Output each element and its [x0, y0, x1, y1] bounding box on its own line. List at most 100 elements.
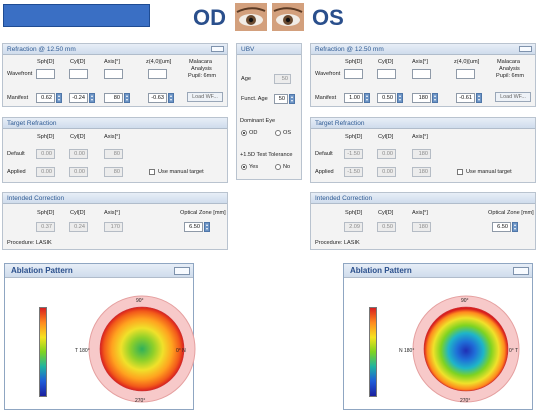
- od-refraction-menu-button[interactable]: [211, 46, 224, 52]
- os-pupil: Pupil: 6mm: [496, 73, 524, 79]
- os-target-panel: Target Refraction Sph[D] Cyl[D] Axis[°] …: [310, 117, 536, 183]
- od-procedure-label: Procedure: LASIK: [7, 240, 52, 246]
- od-target-col-axis: Axis[°]: [104, 134, 120, 140]
- od-eye-image: [235, 3, 267, 31]
- os-manifest-cyl[interactable]: 0.50: [377, 93, 396, 103]
- os-target-col-cyl: Cyl[D]: [378, 134, 394, 140]
- od-correction-col-sph: Sph[D]: [37, 210, 55, 216]
- od-manifest-z40[interactable]: -0.63: [148, 93, 167, 103]
- od-manifest-cyl[interactable]: -0.24: [69, 93, 88, 103]
- os-manifest-axis-spinner[interactable]: [432, 93, 438, 103]
- od-color-scale-bar: [39, 307, 47, 397]
- ubv-dominant-os-radio[interactable]: [275, 130, 281, 136]
- os-axis-bottom: 270°: [460, 398, 471, 404]
- os-wavefront-sph[interactable]: [344, 69, 363, 79]
- os-col-sph: Sph[D]: [345, 59, 363, 65]
- od-target-default-cyl: 0.00: [69, 149, 88, 159]
- os-manual-target-label: Use manual target: [466, 169, 512, 175]
- os-optical-zone-field[interactable]: 6.50: [492, 222, 511, 232]
- ubv-tolerance-no-label: No: [283, 164, 291, 170]
- os-malacara: Malacara: [497, 59, 521, 65]
- od-wavefront-label: Wavefront: [7, 71, 33, 77]
- od-manifest-axis-spinner[interactable]: [124, 93, 130, 103]
- os-target-applied-label: Applied: [315, 169, 334, 175]
- os-manifest-cyl-spinner[interactable]: [397, 93, 403, 103]
- os-correction-col-axis: Axis[°]: [412, 210, 428, 216]
- od-col-sph: Sph[D]: [37, 59, 55, 65]
- od-optical-zone-field[interactable]: 6.50: [184, 222, 203, 232]
- os-manifest-sph[interactable]: 1.00: [344, 93, 363, 103]
- ubv-panel: UBV Age 50 Funct. Age 50 Dominant Eye OD…: [236, 43, 302, 180]
- os-manifest-sph-spinner[interactable]: [364, 93, 370, 103]
- os-axis-right: 0° T: [509, 348, 519, 354]
- os-target-default-axis: 180: [412, 149, 431, 159]
- od-target-default-sph: 0.00: [36, 149, 55, 159]
- os-wavefront-z40[interactable]: [456, 69, 475, 79]
- os-refraction-menu-button[interactable]: [519, 46, 532, 52]
- os-ablation-menu-button[interactable]: [513, 267, 529, 275]
- ubv-tolerance-yes-radio[interactable]: [241, 164, 247, 170]
- os-correction-col-cyl: Cyl[D]: [378, 210, 394, 216]
- os-ablation-panel: Ablation Pattern 90° 270° N 180° 0° T: [343, 263, 533, 410]
- os-target-default-sph: -1.50: [344, 149, 363, 159]
- od-manual-target-label: Use manual target: [158, 169, 204, 175]
- os-optical-zone-label: Optical Zone [mm]: [488, 210, 534, 216]
- od-ablation-menu-button[interactable]: [174, 267, 190, 275]
- od-manifest-sph-spinner[interactable]: [56, 93, 62, 103]
- od-manifest-label: Manifest: [7, 95, 29, 101]
- od-wavefront-z40[interactable]: [148, 69, 167, 79]
- ubv-funct-age-spinner[interactable]: [289, 94, 295, 104]
- od-manifest-cyl-spinner[interactable]: [89, 93, 95, 103]
- od-correction-axis: 170: [104, 222, 123, 232]
- od-wavefront-sph[interactable]: [36, 69, 55, 79]
- od-target-panel: Target Refraction Sph[D] Cyl[D] Axis[°] …: [2, 117, 228, 183]
- od-correction-sph: 0.37: [36, 222, 55, 232]
- od-axis-top: 90°: [136, 298, 144, 304]
- os-col-axis: Axis[°]: [412, 59, 428, 65]
- os-load-wf-button[interactable]: Load WF...: [495, 92, 531, 102]
- od-wavefront-axis[interactable]: [104, 69, 123, 79]
- os-manifest-label: Manifest: [315, 95, 337, 101]
- os-target-default-label: Default: [315, 151, 333, 157]
- os-axis-top: 90°: [461, 298, 469, 304]
- os-target-applied-cyl: 0.00: [377, 167, 396, 177]
- os-correction-panel: Intended Correction Sph[D] Cyl[D] Axis[°…: [310, 192, 536, 250]
- os-manifest-axis[interactable]: 180: [412, 93, 431, 103]
- od-manifest-sph[interactable]: 0.62: [36, 93, 55, 103]
- os-target-col-sph: Sph[D]: [345, 134, 363, 140]
- od-target-applied-sph: 0.00: [36, 167, 55, 177]
- ubv-dominant-od-radio[interactable]: [241, 130, 247, 136]
- os-wavefront-label: Wavefront: [315, 71, 341, 77]
- os-ablation-map: [411, 291, 521, 407]
- ubv-dominant-od-label: OD: [249, 130, 258, 136]
- od-manifest-z40-spinner[interactable]: [168, 93, 174, 103]
- od-correction-title: Intended Correction: [3, 193, 227, 204]
- od-load-wf-button[interactable]: Load WF...: [187, 92, 223, 102]
- od-target-title: Target Refraction: [3, 118, 227, 129]
- od-col-axis: Axis[°]: [104, 59, 120, 65]
- os-optical-zone-spinner[interactable]: [512, 222, 518, 232]
- od-manifest-axis[interactable]: 80: [104, 93, 123, 103]
- od-optical-zone-spinner[interactable]: [204, 222, 210, 232]
- os-correction-col-sph: Sph[D]: [345, 210, 363, 216]
- ubv-age-field[interactable]: 50: [274, 74, 291, 84]
- od-pupil: Pupil: 6mm: [188, 73, 216, 79]
- os-manifest-z40-spinner[interactable]: [476, 93, 482, 103]
- od-manual-target-checkbox[interactable]: [149, 169, 155, 175]
- os-correction-title: Intended Correction: [311, 193, 535, 204]
- od-refraction-panel: Refraction @ 12.50 mm Sph[D] Cyl[D] Axis…: [2, 43, 228, 107]
- os-target-applied-sph: -1.50: [344, 167, 363, 177]
- od-wavefront-cyl[interactable]: [69, 69, 88, 79]
- os-wavefront-cyl[interactable]: [377, 69, 396, 79]
- od-ablation-map: [87, 291, 197, 407]
- os-manifest-z40[interactable]: -0.61: [456, 93, 475, 103]
- os-color-scale-bar: [369, 307, 377, 397]
- od-title: OD: [193, 5, 226, 30]
- patient-name-field[interactable]: [3, 4, 150, 27]
- os-manual-target-checkbox[interactable]: [457, 169, 463, 175]
- os-axis-left: N 180°: [399, 348, 415, 354]
- os-wavefront-axis[interactable]: [412, 69, 431, 79]
- os-ablation-title: Ablation Pattern: [344, 264, 532, 278]
- ubv-tolerance-no-radio[interactable]: [275, 164, 281, 170]
- ubv-funct-age-field[interactable]: 50: [274, 94, 288, 104]
